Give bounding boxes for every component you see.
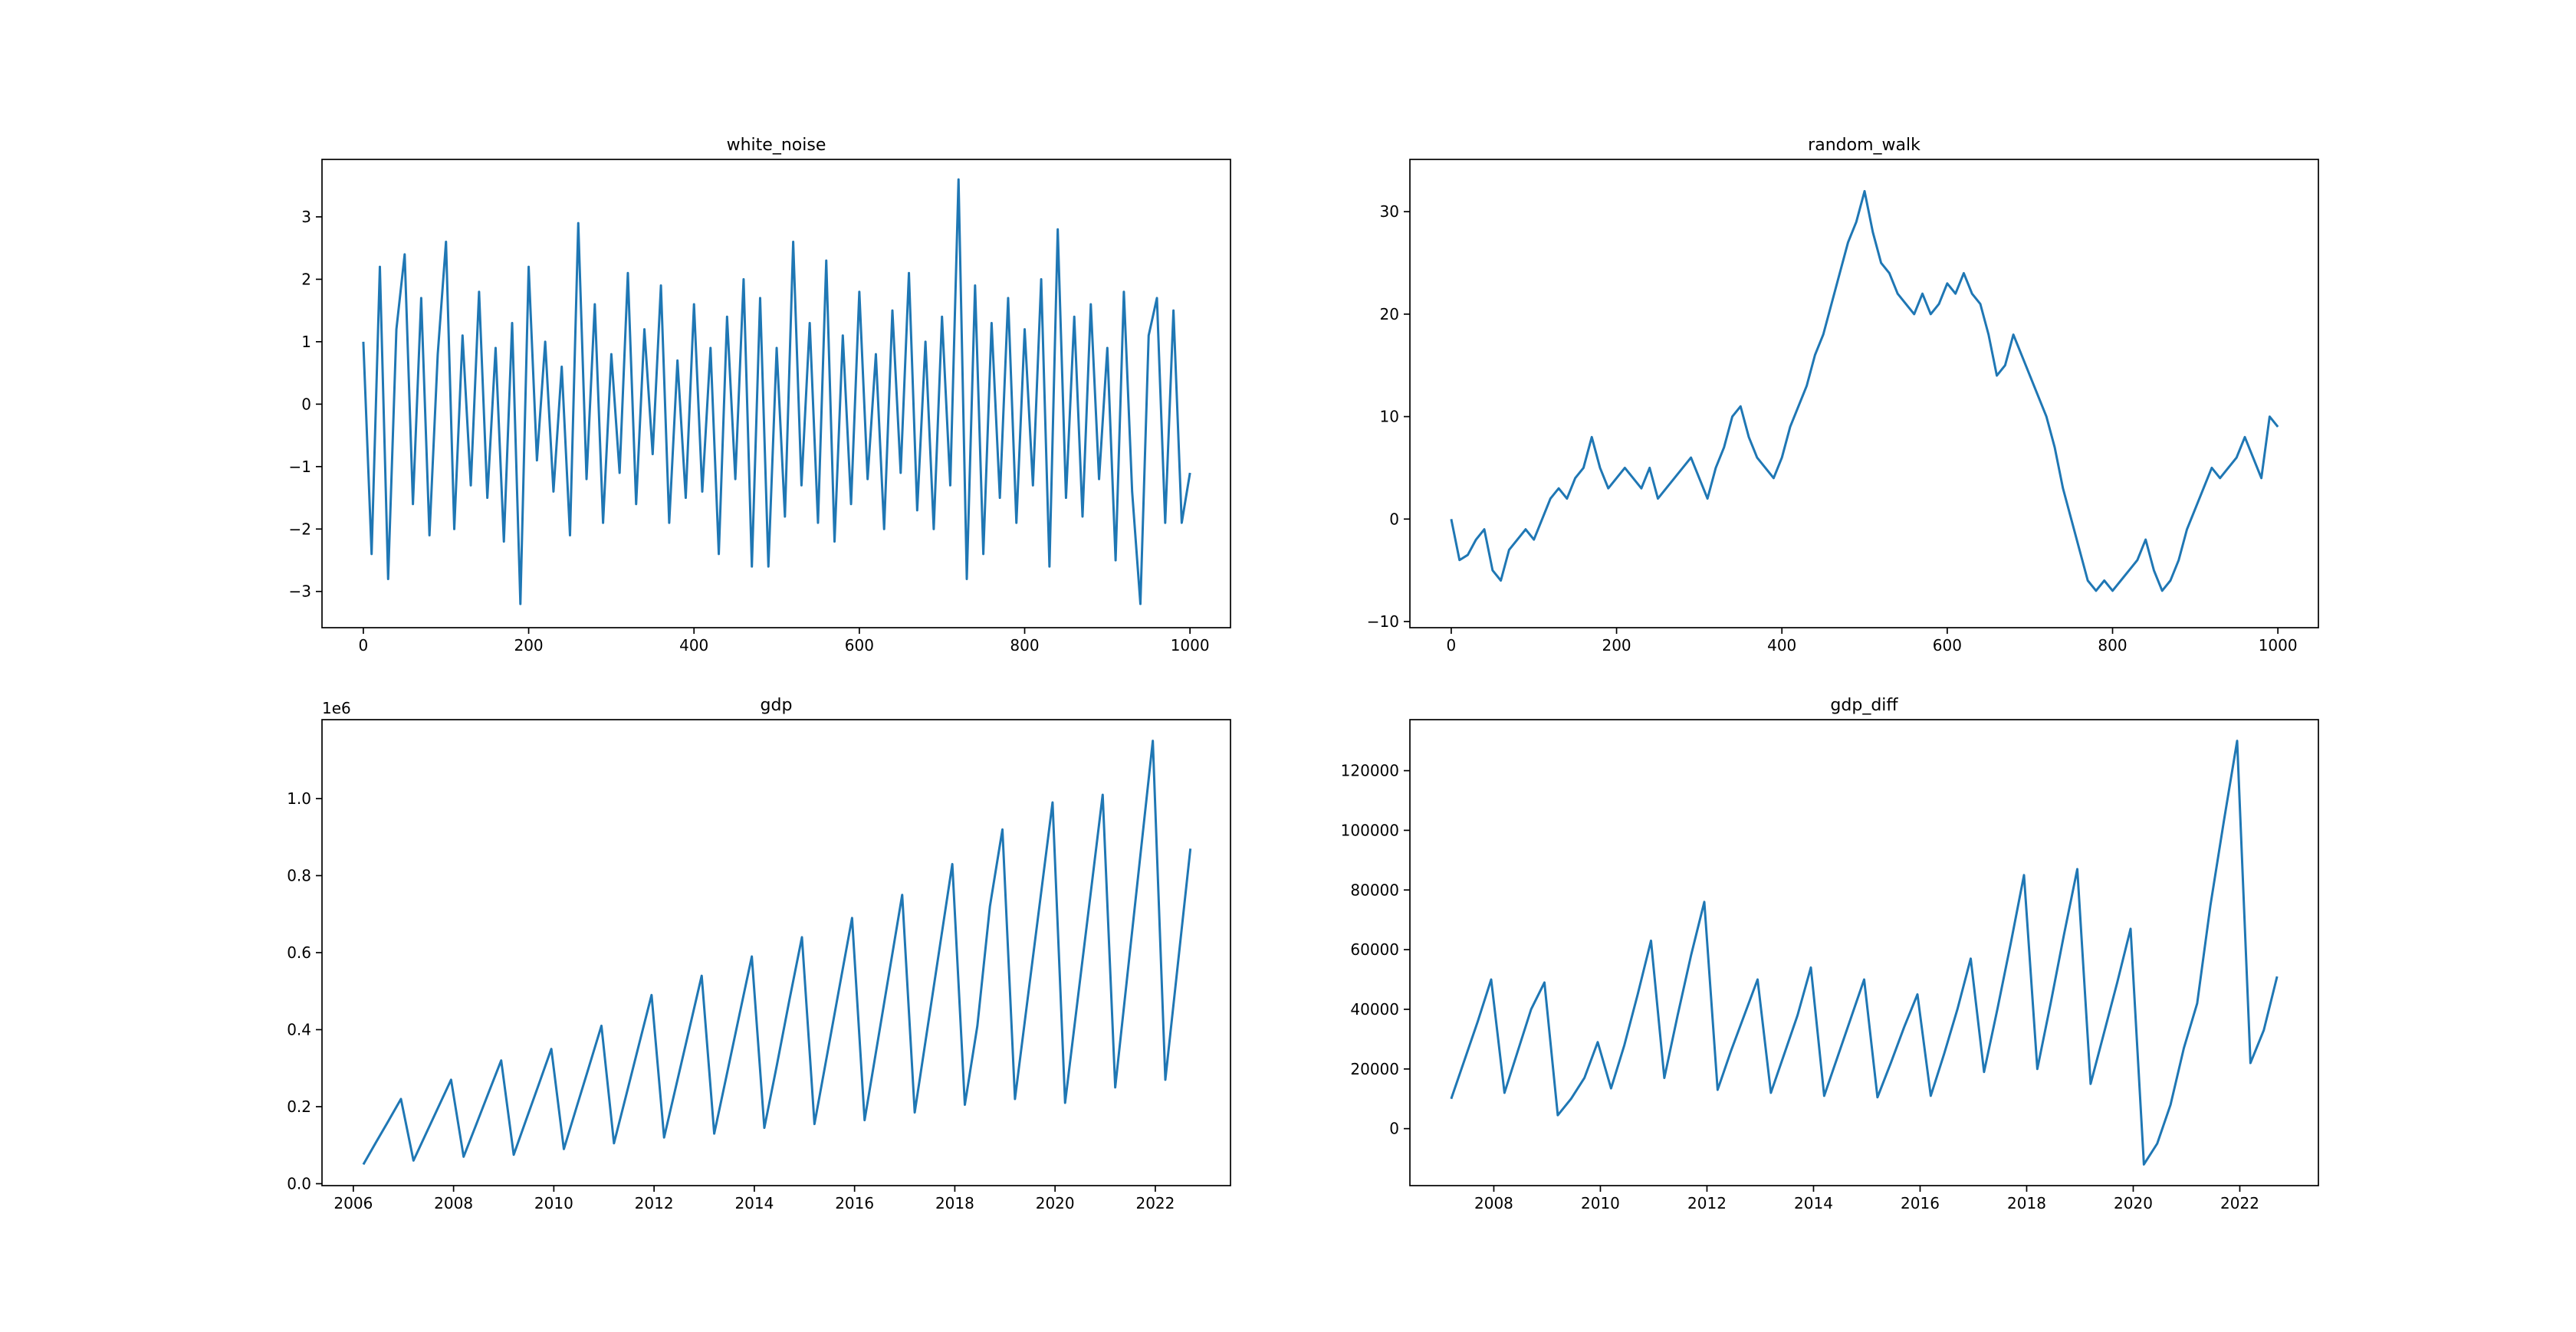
y-tick-label: 30 (1380, 202, 1399, 221)
data-line (1450, 740, 2279, 1166)
y-tick-label: 0.2 (287, 1097, 311, 1116)
x-tick-label: 2008 (434, 1194, 473, 1212)
chart-title: random_walk (1808, 136, 1921, 155)
y-tick-label: 0.6 (287, 943, 311, 962)
y-tick-label: 0.4 (287, 1020, 311, 1038)
y-tick-label: 20000 (1350, 1060, 1399, 1078)
y-tick-label: 1 (301, 333, 311, 351)
data-line (362, 178, 1191, 605)
y-tick-label: −3 (289, 582, 311, 601)
x-tick-label: 2014 (1794, 1194, 1833, 1212)
x-tick-label: 2008 (1474, 1194, 1513, 1212)
x-tick-label: 800 (2098, 636, 2127, 655)
x-tick-label: 800 (1010, 636, 1039, 655)
axes-frame (1409, 159, 2319, 628)
y-tick-label: 0 (301, 395, 311, 413)
x-tick-label: 2018 (935, 1194, 974, 1212)
y-tick-label: 0 (1389, 1120, 1399, 1138)
y-tick-label: 20 (1380, 305, 1399, 323)
x-tick-label: 0 (359, 636, 369, 655)
x-tick-label: 2014 (734, 1194, 774, 1212)
x-tick-label: 400 (1767, 636, 1796, 655)
chart-title: gdp (761, 696, 793, 715)
y-tick-label: 1.0 (287, 789, 311, 808)
x-tick-label: 2012 (635, 1194, 674, 1212)
x-tick-label: 400 (679, 636, 708, 655)
y-tick-label: 0 (1389, 510, 1399, 528)
y-tick-label: 40000 (1350, 1000, 1399, 1019)
data-line (1450, 189, 2279, 592)
x-tick-label: 0 (1447, 636, 1457, 655)
x-tick-label: 2018 (2007, 1194, 2046, 1212)
y-tick-label: −2 (289, 520, 311, 538)
x-tick-label: 600 (1933, 636, 1962, 655)
x-tick-label: 2016 (1901, 1194, 1940, 1212)
x-tick-label: 200 (514, 636, 543, 655)
y-tick-label: 60000 (1350, 940, 1399, 959)
y-tick-label: −1 (289, 458, 311, 476)
x-tick-label: 2020 (1036, 1194, 1075, 1212)
chart-title: gdp_diff (1830, 696, 1898, 715)
chart-title: white_noise (727, 136, 826, 155)
x-tick-label: 2022 (2220, 1194, 2259, 1212)
y-tick-label: 0.8 (287, 867, 311, 885)
x-tick-label: 2010 (534, 1194, 573, 1212)
y-offset-label: 1e6 (322, 699, 351, 717)
axes-frame (321, 159, 1231, 628)
y-tick-label: 10 (1380, 408, 1399, 426)
axes-frame (1409, 719, 2319, 1186)
x-tick-label: 2020 (2114, 1194, 2153, 1212)
y-tick-label: 120000 (1341, 762, 1399, 780)
y-tick-label: 3 (301, 208, 311, 226)
x-tick-label: 2010 (1581, 1194, 1620, 1212)
y-tick-label: 0.0 (287, 1174, 311, 1193)
y-tick-label: −10 (1367, 612, 1399, 631)
x-tick-label: 2016 (835, 1194, 874, 1212)
x-tick-label: 600 (845, 636, 874, 655)
plot-area (1410, 720, 2318, 1186)
x-tick-label: 1000 (2259, 636, 2298, 655)
y-tick-label: 80000 (1350, 881, 1399, 899)
y-tick-label: 2 (301, 270, 311, 288)
plot-area (1410, 159, 2318, 628)
x-tick-label: 2006 (334, 1194, 373, 1212)
data-line (362, 740, 1192, 1166)
x-tick-label: 1000 (1171, 636, 1210, 655)
plot-area (322, 720, 1230, 1186)
x-tick-label: 2022 (1135, 1194, 1175, 1212)
x-tick-label: 200 (1602, 636, 1631, 655)
y-tick-label: 100000 (1341, 821, 1399, 839)
plot-area (322, 159, 1230, 628)
x-tick-label: 2012 (1687, 1194, 1727, 1212)
